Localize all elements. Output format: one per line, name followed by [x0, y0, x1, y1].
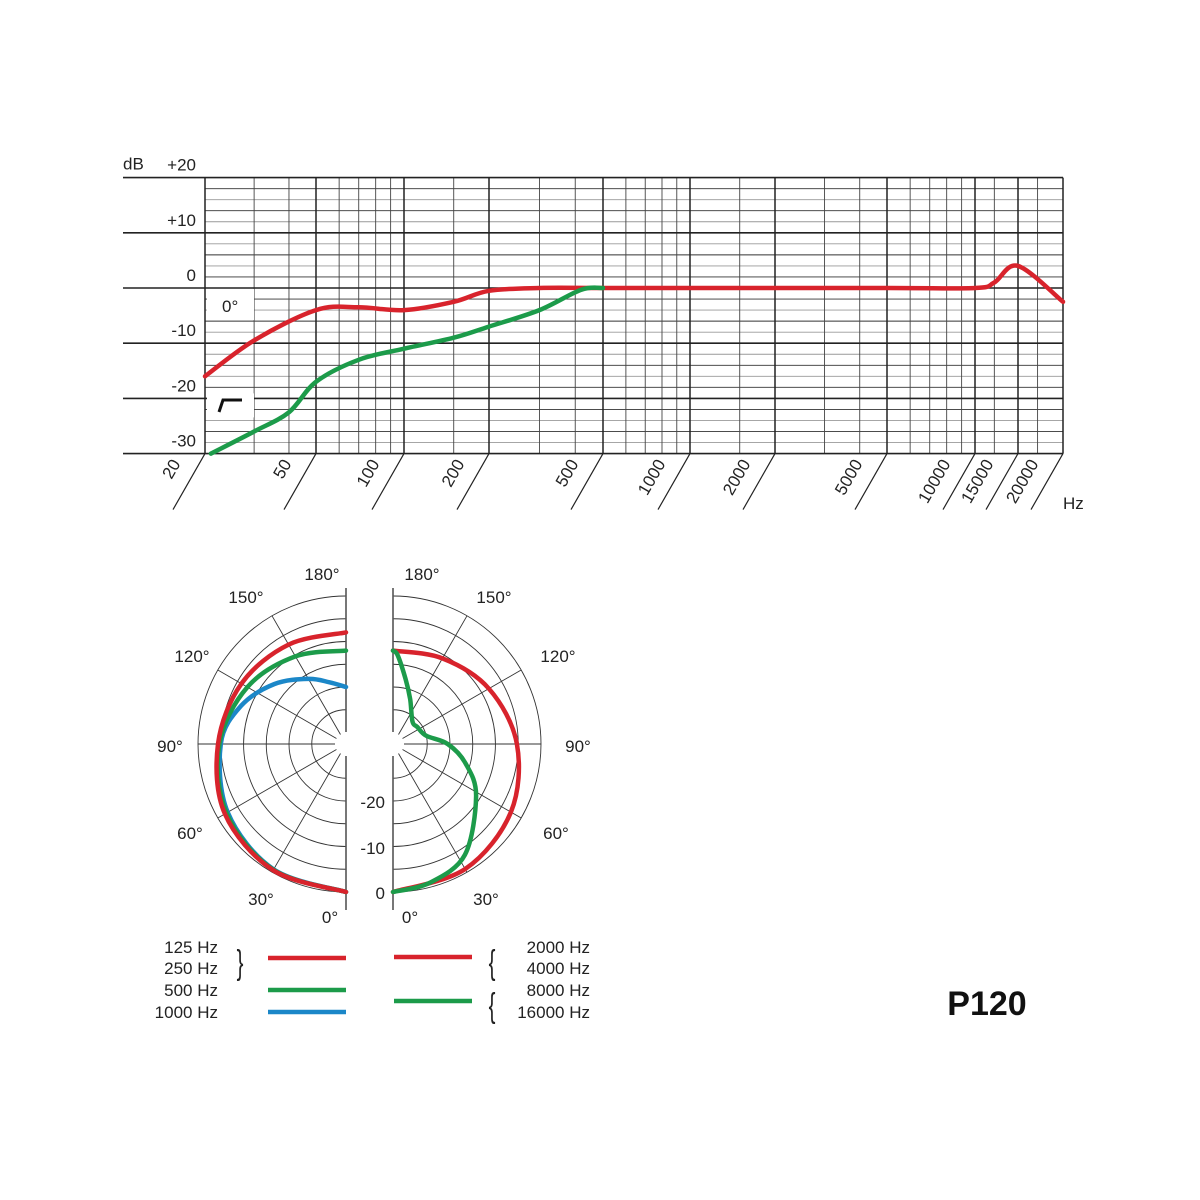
y-tick-label: -10 — [171, 321, 196, 340]
x-tick-label: 20 — [159, 456, 185, 482]
polar-spoke — [402, 749, 522, 819]
model-name: P120 — [947, 985, 1026, 1023]
polar-angle-label: 30° — [473, 890, 499, 909]
polar-angle-label: 60° — [543, 824, 569, 843]
x-tick-mark — [985, 453, 1019, 510]
legend-label: 125 Hz — [164, 938, 218, 957]
frequency-response-chart: +20 +10 0 -10 -20 -30 dB 20 50 100 200 500 1000 2000 5… — [123, 155, 1084, 513]
polar-curve-right-red — [390, 648, 522, 895]
polar-radial-label: -20 — [360, 793, 385, 812]
polar-spoke — [217, 749, 337, 819]
polar-angle-label: 0° — [322, 908, 338, 927]
polar-pattern-chart: 180° 150° 120° 90° 60° 30° 0° 180° 150° 120° 90° 60… — [157, 565, 591, 927]
legend-brace: { — [489, 987, 496, 1025]
y-tick-label: +10 — [167, 211, 196, 230]
polar-spoke — [402, 669, 522, 739]
polar-angle-label: 90° — [565, 737, 591, 756]
y-tick-label: -20 — [171, 376, 196, 395]
x-tick-mark — [570, 453, 604, 510]
series-line-green — [208, 285, 606, 456]
polar-angle-label: 30° — [248, 890, 274, 909]
x-tick-mark — [1030, 453, 1064, 510]
angle-annotation: 0° — [222, 297, 238, 316]
polar-angle-label: 60° — [177, 824, 203, 843]
polar-legend: 125 Hz 250 Hz} 500 Hz 1000 Hz 2000 Hz 4000 Hz… — [155, 938, 590, 1024]
x-tick-mark — [942, 453, 976, 510]
polar-spoke — [398, 615, 468, 735]
x-tick-mark — [854, 453, 888, 510]
polar-angle-label: 120° — [174, 647, 209, 666]
x-tick-mark — [371, 453, 405, 510]
y-axis-label: dB — [123, 155, 144, 174]
polar-angle-label: 0° — [402, 908, 418, 927]
polar-angle-label: 150° — [228, 588, 263, 607]
x-tick-mark — [657, 453, 691, 510]
polar-angle-label: 90° — [157, 737, 183, 756]
polar-angle-label: 180° — [304, 565, 339, 584]
polar-radial-label: 0 — [376, 884, 385, 903]
x-tick-mark — [283, 453, 317, 510]
y-tick-label: +20 — [167, 156, 196, 175]
x-tick-label: 500 — [552, 456, 583, 490]
x-tick-label: 2000 — [719, 456, 754, 498]
angle-annotation-box — [207, 289, 254, 320]
x-axis-label: Hz — [1063, 494, 1084, 513]
low-cut-filter-icon — [217, 398, 242, 413]
polar-spoke — [271, 615, 341, 735]
legend-label: 2000 Hz — [527, 938, 590, 957]
x-tick-label: 1000 — [634, 456, 669, 498]
polar-spoke — [217, 669, 337, 739]
polar-angle-label: 180° — [404, 565, 439, 584]
legend-label: 1000 Hz — [155, 1003, 218, 1022]
polar-curve-left-red — [214, 630, 349, 895]
polar-spoke — [398, 753, 468, 873]
polar-angle-label: 120° — [540, 647, 575, 666]
polar-spoke — [271, 753, 341, 873]
x-tick-label: 50 — [270, 456, 296, 482]
series-line-red — [202, 263, 1066, 379]
x-tick-label: 200 — [438, 456, 469, 490]
legend-brace: } — [237, 944, 244, 982]
x-tick-mark — [742, 453, 776, 510]
filter-icon-box — [207, 393, 254, 418]
y-tick-label: -30 — [171, 432, 196, 451]
polar-angle-label: 150° — [476, 588, 511, 607]
polar-radial-label: -10 — [360, 839, 385, 858]
x-tick-label: 5000 — [831, 456, 866, 498]
legend-brace: { — [489, 944, 496, 982]
y-tick-label: 0 — [187, 266, 196, 285]
x-tick-mark — [456, 453, 490, 510]
legend-label: 4000 Hz — [527, 959, 590, 978]
x-tick-label: 100 — [353, 456, 384, 490]
legend-label: 16000 Hz — [517, 1003, 590, 1022]
legend-label: 8000 Hz — [527, 981, 590, 1000]
legend-label: 250 Hz — [164, 959, 218, 978]
x-tick-mark — [172, 453, 206, 510]
legend-label: 500 Hz — [164, 981, 218, 1000]
polar-curve-right-green — [390, 648, 479, 895]
